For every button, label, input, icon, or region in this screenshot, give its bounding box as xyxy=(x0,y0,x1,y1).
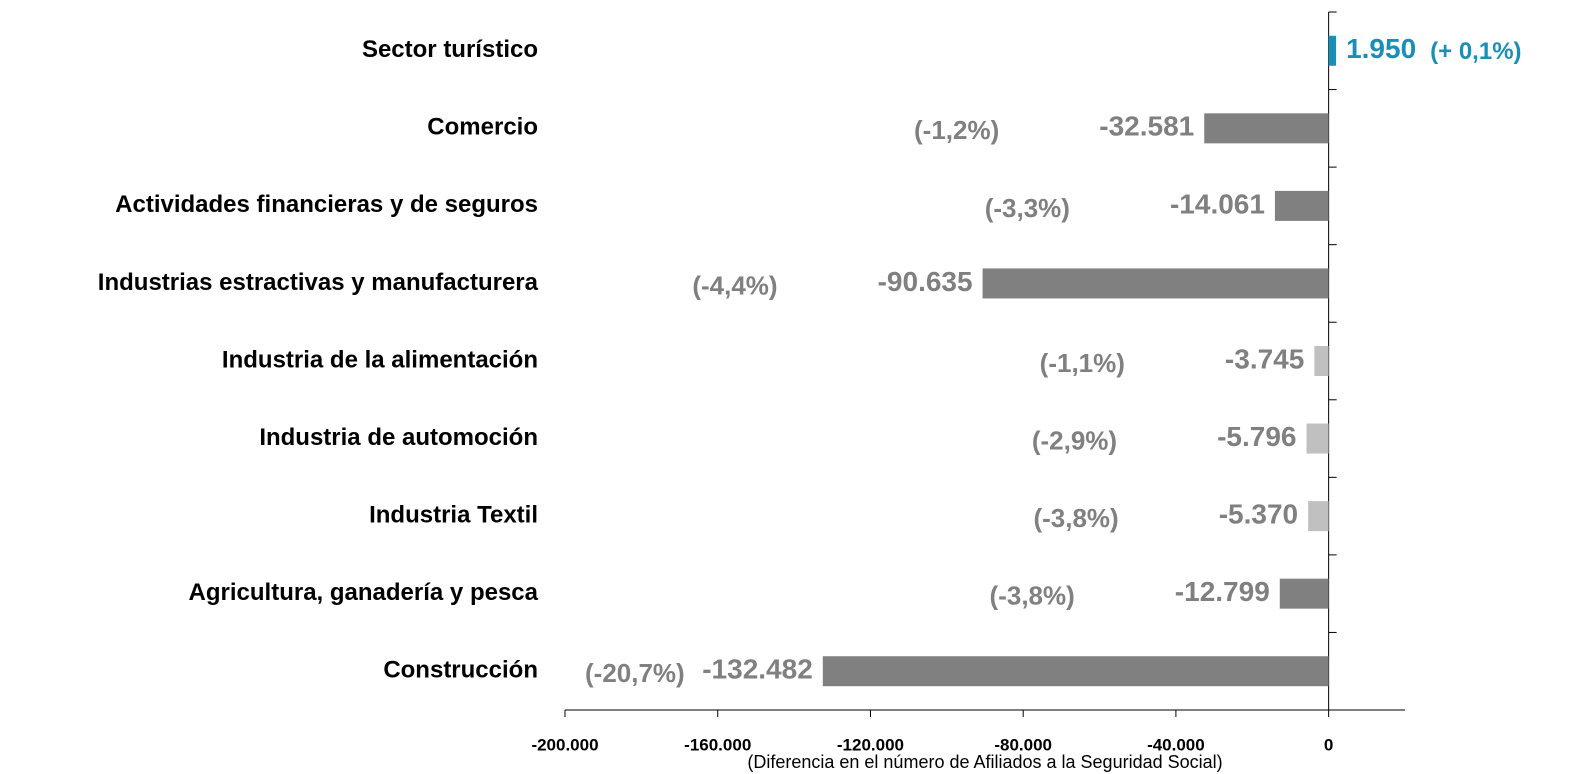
value-label: -12.799 xyxy=(1175,576,1270,607)
category-label: Comercio xyxy=(427,114,538,141)
percent-label: (-3,8%) xyxy=(990,581,1075,611)
bar xyxy=(1306,423,1329,454)
x-tick-label: -120.000 xyxy=(837,735,904,754)
bar xyxy=(1274,190,1329,221)
percent-label: (-4,4%) xyxy=(692,270,777,300)
bar xyxy=(1308,501,1329,532)
percent-label: (+ 0,1%) xyxy=(1430,38,1521,65)
x-tick-label: -200.000 xyxy=(531,735,598,754)
x-tick-label: -160.000 xyxy=(684,735,751,754)
percent-label: (-2,9%) xyxy=(1032,425,1117,455)
category-label: Sector turístico xyxy=(362,36,538,63)
percent-label: (-3,3%) xyxy=(985,193,1070,223)
value-label: -132.482 xyxy=(702,654,813,685)
value-label: -5.370 xyxy=(1219,499,1298,530)
bar xyxy=(1204,113,1329,144)
x-tick-label: -40.000 xyxy=(1147,735,1205,754)
bar xyxy=(822,656,1329,687)
value-label: -32.581 xyxy=(1099,111,1194,142)
bar xyxy=(1314,346,1329,376)
percent-label: (-20,7%) xyxy=(585,658,685,688)
x-tick-label: -80.000 xyxy=(994,735,1052,754)
bar xyxy=(1279,578,1329,609)
value-label: -14.061 xyxy=(1170,188,1265,219)
bar xyxy=(982,268,1329,299)
category-label: Actividades financieras y de seguros xyxy=(115,191,538,218)
x-tick-label: 0 xyxy=(1324,735,1333,754)
category-label: Construcción xyxy=(383,657,538,684)
category-label: Agricultura, ganadería y pesca xyxy=(189,579,539,606)
category-label: Industria de automoción xyxy=(259,424,538,451)
value-label: -90.635 xyxy=(878,266,973,297)
value-label: -3.745 xyxy=(1225,343,1304,374)
category-label: Industria de la alimentación xyxy=(222,346,538,373)
percent-label: (-1,2%) xyxy=(914,115,999,145)
percent-label: (-3,8%) xyxy=(1033,503,1118,533)
percent-label: (-1,1%) xyxy=(1040,348,1125,378)
value-label: 1.950 xyxy=(1346,33,1416,64)
category-label: Industria Textil xyxy=(369,501,538,528)
bar xyxy=(1328,35,1337,66)
category-label: Industrias estractivas y manufacturera xyxy=(98,269,539,296)
value-label: -5.796 xyxy=(1217,421,1296,452)
x-axis-label: (Diferencia en el número de Afiliados a … xyxy=(747,752,1222,772)
